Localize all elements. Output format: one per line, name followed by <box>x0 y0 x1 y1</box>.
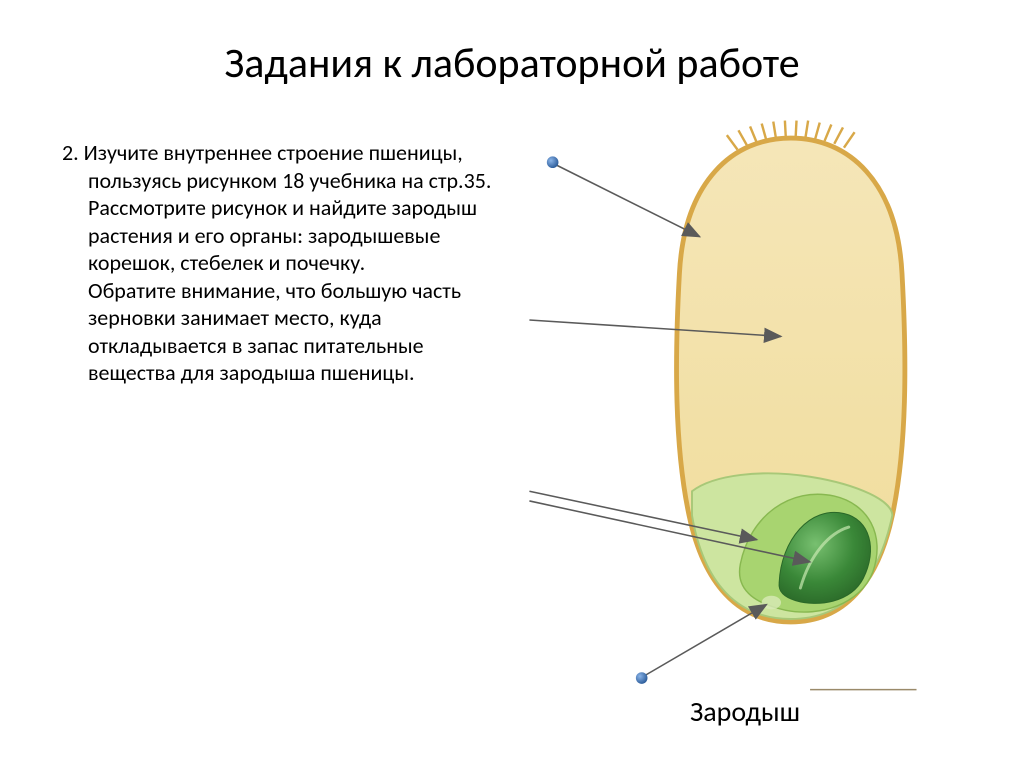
embryo-label: Зародыш <box>690 694 800 729</box>
task-text-column: 2. Изучите внутреннее строение пшеницы, … <box>30 109 510 709</box>
content-area: 2. Изучите внутреннее строение пшеницы, … <box>0 109 1024 709</box>
seed-body <box>677 121 905 622</box>
seed-diagram <box>510 109 994 709</box>
diagram-column: Зародыш <box>510 109 994 709</box>
arrow-embryo-label <box>646 604 767 675</box>
task-para-2: Рассмотрите рисунок и найдите зародыш ра… <box>36 194 510 277</box>
arrow-seed-coat <box>557 165 700 237</box>
task-text: 2. Изучите внутреннее строение пшеницы, … <box>36 139 510 387</box>
embryo-dot <box>762 596 781 610</box>
task-para-3: Обратите внимание, что большую часть зер… <box>36 277 510 387</box>
bullet-bottom <box>636 672 648 684</box>
page-title: Задания к лабораторной работе <box>0 0 1024 109</box>
task-para-1: 2. Изучите внутреннее строение пшеницы, … <box>36 139 510 194</box>
bullet-top <box>547 156 559 168</box>
bullets <box>547 156 648 683</box>
